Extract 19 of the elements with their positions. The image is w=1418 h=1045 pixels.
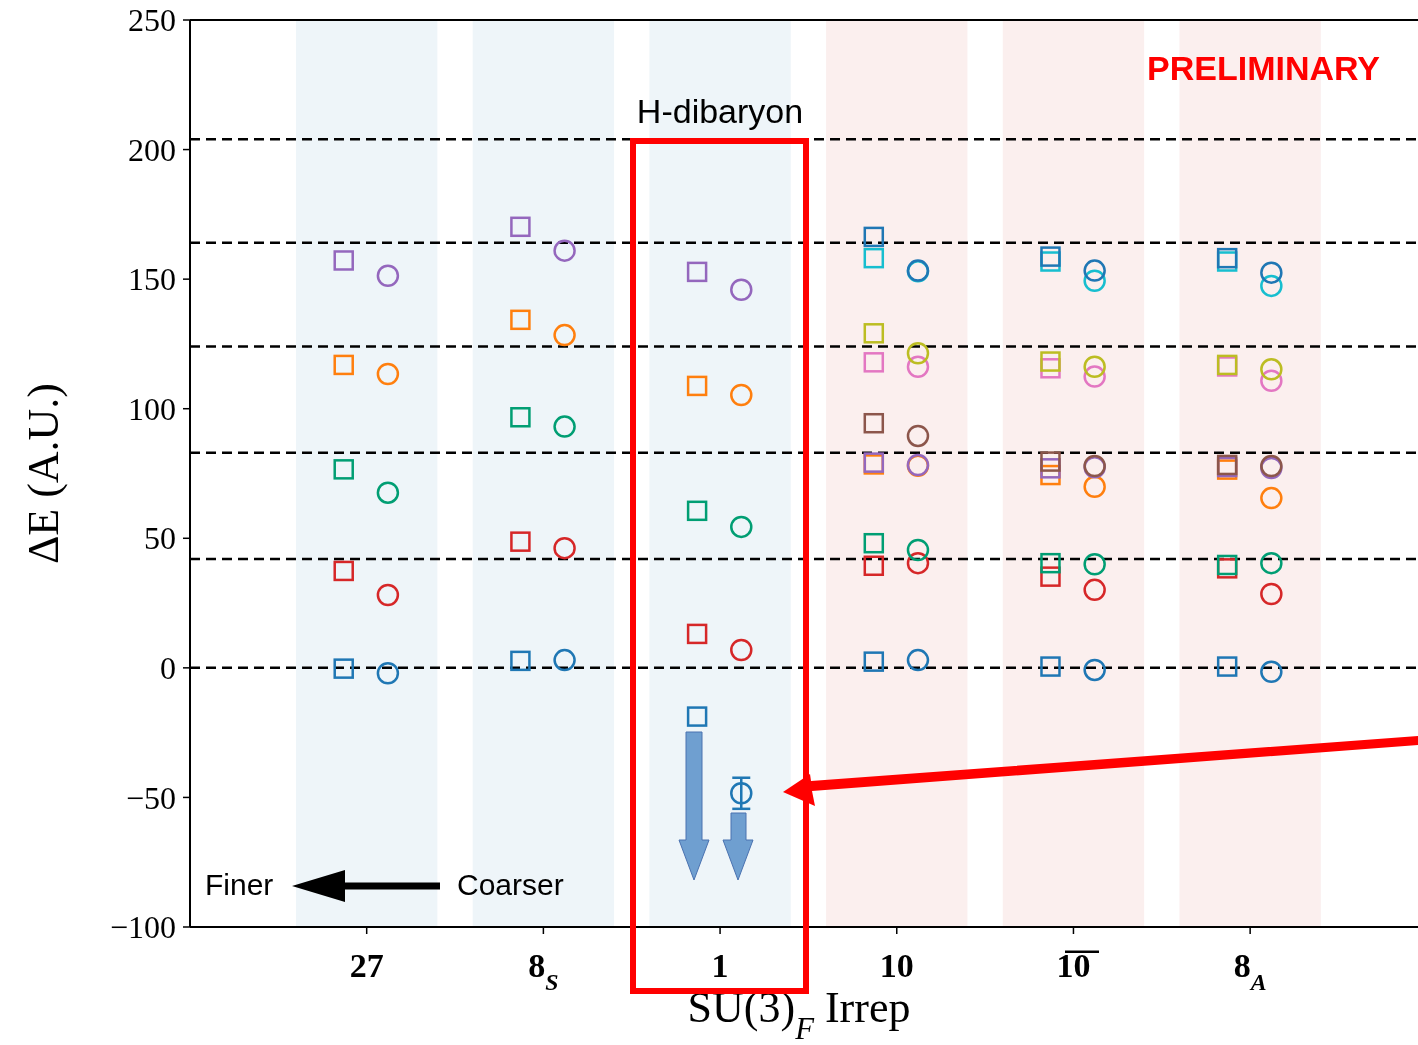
y-axis-title: ΔE (A.U.) xyxy=(19,382,68,565)
annotation: Finer xyxy=(205,868,274,901)
annotation: PRELIMINARY xyxy=(1147,49,1381,87)
x-tick-label: 10 xyxy=(879,947,914,984)
y-tick-label: 50 xyxy=(144,520,176,557)
annotation: H-dibaryon xyxy=(636,92,804,130)
y-tick-label: 0 xyxy=(160,650,176,687)
y-tick-label: 150 xyxy=(128,261,176,298)
y-tick-label: 100 xyxy=(128,390,176,427)
x-tick-label: 27 xyxy=(349,947,384,984)
x-tick-label: 8$_{S}$ xyxy=(528,947,559,995)
y-tick-label: 200 xyxy=(128,131,176,168)
annotation: Coarser xyxy=(457,868,564,901)
x-tick-label: 8$_{A}$ xyxy=(1233,947,1267,995)
x-tick-label: 1̅0̅ xyxy=(1056,947,1100,984)
y-tick-label: −50 xyxy=(125,779,176,816)
y-tick-label: 250 xyxy=(128,2,176,39)
x-tick-label: 1 xyxy=(711,947,729,984)
y-tick-label: −100 xyxy=(109,909,176,946)
